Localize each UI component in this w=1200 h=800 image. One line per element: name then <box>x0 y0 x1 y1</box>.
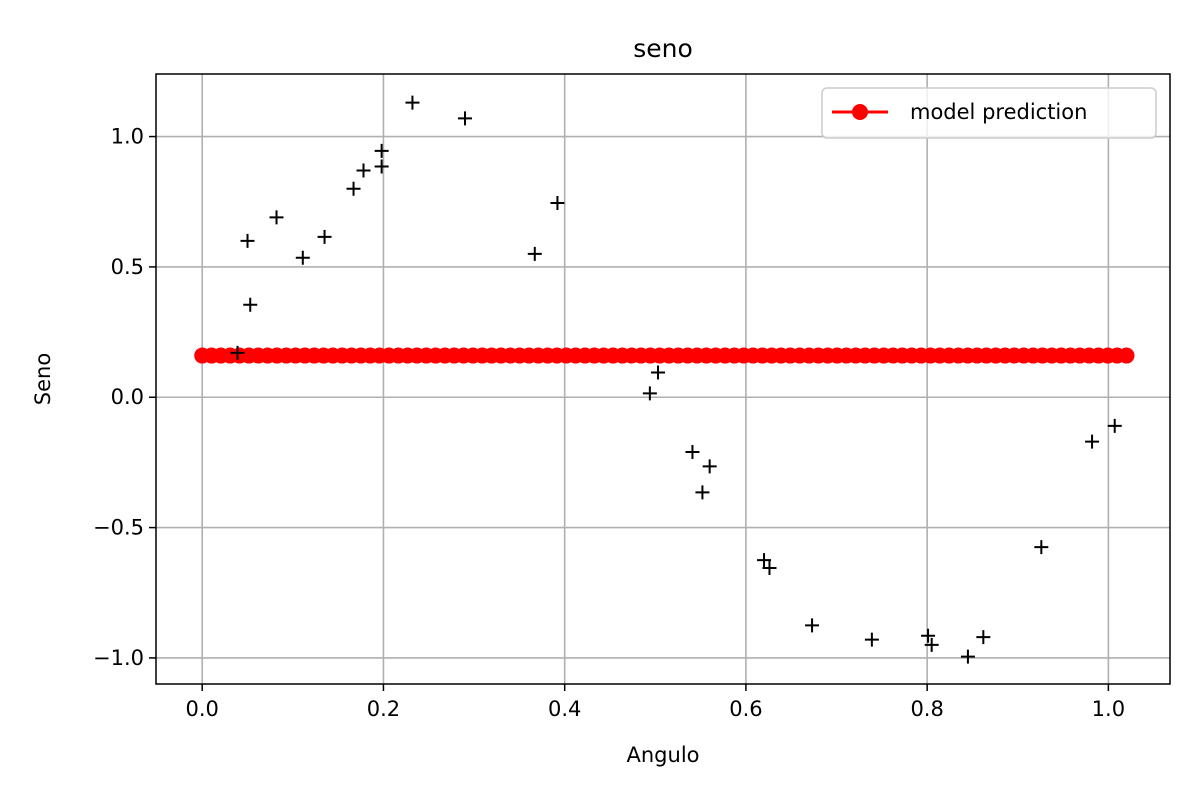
data-point <box>921 628 936 643</box>
data-point <box>405 95 420 110</box>
data-point <box>864 632 879 647</box>
y-axis: −1.0 −0.5 0.0 0.5 1.0 <box>93 125 156 670</box>
data-point <box>1085 434 1100 449</box>
data-point <box>695 485 710 500</box>
data-point <box>550 196 565 211</box>
data-point <box>702 459 717 474</box>
legend-label-model-prediction: model prediction <box>910 100 1087 124</box>
data-point <box>805 618 820 633</box>
legend-box <box>821 87 1157 139</box>
x-tick-label: 1.0 <box>1092 697 1125 721</box>
x-tick-label: 0.6 <box>729 697 762 721</box>
x-tick-label: 0.4 <box>548 697 581 721</box>
x-tick-label: 0.8 <box>910 697 943 721</box>
data-point <box>374 159 389 174</box>
data-point <box>642 386 657 401</box>
data-point <box>346 181 361 196</box>
plot-frame <box>155 73 1171 685</box>
data-point <box>230 345 245 360</box>
y-axis-label: Seno <box>31 353 55 405</box>
data-point <box>269 210 284 225</box>
y-tick-label: 0.5 <box>111 255 144 279</box>
data-point <box>527 246 542 261</box>
prediction-point <box>1118 347 1135 364</box>
data-point <box>924 637 939 652</box>
data-point <box>458 111 473 126</box>
data-point <box>685 444 700 459</box>
x-tick-label: 0.0 <box>186 697 219 721</box>
y-tick-label: −0.5 <box>93 516 144 540</box>
y-tick-label: 0.0 <box>111 385 144 409</box>
data-point <box>960 649 975 664</box>
data-point <box>356 163 371 178</box>
data-point <box>651 365 666 380</box>
y-tick-label: −1.0 <box>93 646 144 670</box>
plot-area <box>194 95 1135 664</box>
data-point <box>374 143 389 158</box>
data-point <box>762 560 777 575</box>
data-point <box>757 553 772 568</box>
data-point <box>1034 540 1049 555</box>
legend: model prediction <box>821 87 1157 139</box>
data-point <box>243 297 258 312</box>
data-point <box>295 250 310 265</box>
data-point <box>1107 418 1122 433</box>
data-point <box>976 630 991 645</box>
y-tick-label: 1.0 <box>111 125 144 149</box>
data-point <box>317 229 332 244</box>
legend-marker-swatch <box>852 104 868 120</box>
x-axis: 0.0 0.2 0.4 0.6 0.8 1.0 <box>186 684 1125 721</box>
x-axis-label: Angulo <box>627 743 700 767</box>
data-point <box>240 233 255 248</box>
x-tick-label: 0.2 <box>367 697 400 721</box>
chart-title: seno <box>633 34 693 63</box>
